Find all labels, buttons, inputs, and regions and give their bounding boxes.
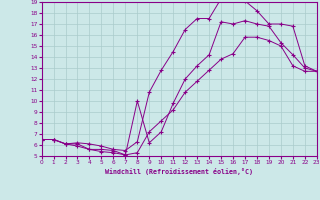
X-axis label: Windchill (Refroidissement éolien,°C): Windchill (Refroidissement éolien,°C) xyxy=(105,168,253,175)
